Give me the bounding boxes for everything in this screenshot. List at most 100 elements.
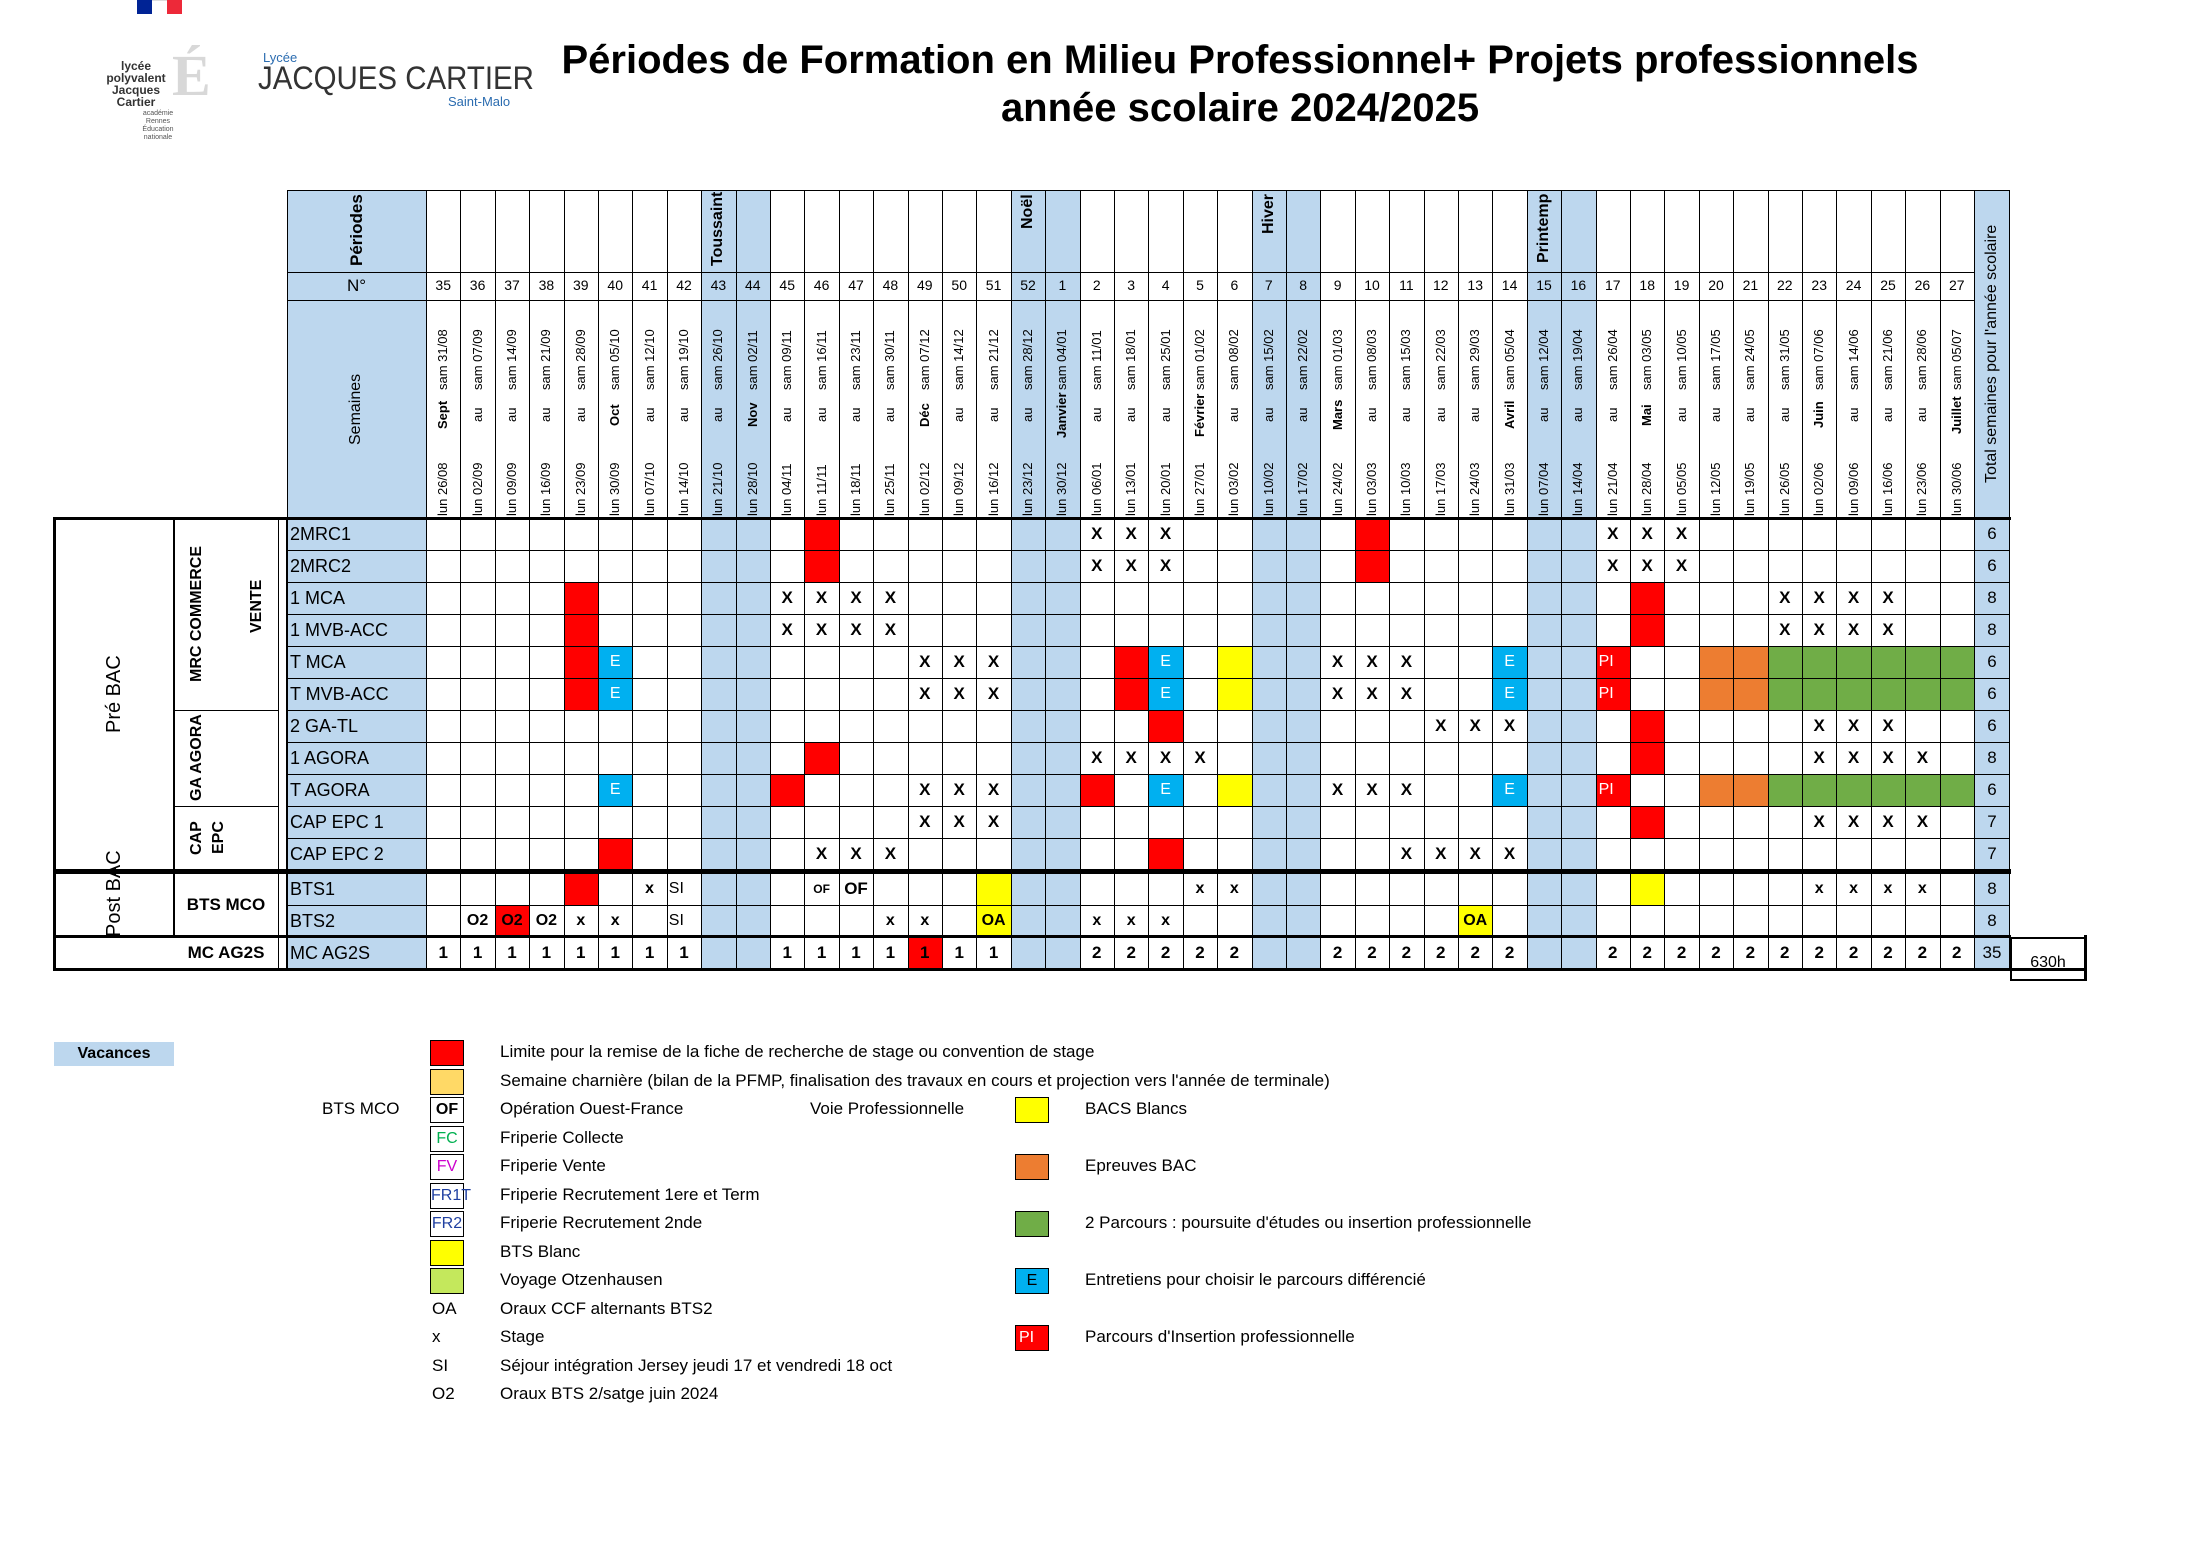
schedule-cell-green <box>1870 774 1907 807</box>
title-line-1: Périodes de Formation en Milieu Professi… <box>561 38 1919 82</box>
week-number: 41 <box>641 277 658 293</box>
legend-code: O2 <box>432 1384 455 1403</box>
legend-swatch-red <box>430 1040 464 1066</box>
schedule-mark: X <box>1813 716 1825 735</box>
schedule-mark: X <box>1813 620 1825 639</box>
legend-swatch-green <box>1015 1211 1049 1237</box>
schedule-mark: X <box>1331 780 1344 799</box>
schedule-mark: X <box>987 684 1000 703</box>
schedule-mark: x <box>1161 912 1171 929</box>
week-number: 15 <box>1536 277 1552 293</box>
schedule-cell-yellow <box>976 905 1012 938</box>
week-number-cell <box>735 272 771 301</box>
week-number: 37 <box>504 277 520 293</box>
schedule-cell <box>1526 582 1563 615</box>
schedule-mark: X <box>1882 620 1894 639</box>
schedule-cell <box>701 774 737 807</box>
schedule-cell <box>1010 838 1047 871</box>
vacances-swatch: Vacances <box>54 1042 174 1066</box>
class-row-label: 2MRC2 <box>290 556 352 576</box>
class-row-label-cell <box>287 678 427 711</box>
schedule-mark: X <box>1435 716 1447 735</box>
week-number-cell <box>1526 272 1563 301</box>
schedule-cell <box>1010 582 1047 615</box>
week-period-cell <box>735 190 771 273</box>
total-cell <box>1974 774 2010 807</box>
schedule-cell <box>1251 646 1287 679</box>
week-number: 46 <box>813 277 830 293</box>
schedule-mark: X <box>919 684 931 703</box>
schedule-mark: X <box>1194 748 1206 767</box>
week-number: 49 <box>917 277 933 293</box>
week-number: 13 <box>1467 277 1483 293</box>
legend-text: Friperie Vente <box>500 1156 606 1175</box>
schedule-mark: X <box>1847 748 1860 767</box>
schedule-mark: X <box>1641 524 1653 543</box>
total-value: 7 <box>1987 812 1997 831</box>
legend-code: x <box>432 1327 441 1346</box>
legend-text: Limite pour la remise de la fiche de rec… <box>500 1042 1095 1061</box>
week-number: 27 <box>1949 277 1965 293</box>
logo-city: Saint-Malo <box>448 94 511 109</box>
schedule-mark: X <box>1469 844 1481 863</box>
class-row-label: T AGORA <box>290 780 370 800</box>
class-row-label: CAP EPC 1 <box>290 812 384 832</box>
class-row-label-cell <box>287 806 427 839</box>
schedule-cell-red <box>1630 710 1666 743</box>
total-value: 6 <box>1987 780 1997 799</box>
legend-text: Epreuves BAC <box>1085 1156 1197 1175</box>
schedule-mark: X <box>815 620 828 639</box>
schedule-cell <box>1561 806 1597 839</box>
schedule-mark: X <box>953 652 965 671</box>
schedule-mark: PI <box>1598 685 1614 702</box>
schedule-mark: OA <box>981 912 1006 929</box>
page-title: Périodes de Formation en Milieu Professi… <box>440 36 2040 132</box>
week-number: 16 <box>1570 277 1587 293</box>
schedule-mark: X <box>1847 812 1860 831</box>
legend-text: Parcours d'Insertion professionnelle <box>1085 1327 1355 1346</box>
week-period-cell <box>1251 190 1287 273</box>
legend-code-box: FR1T <box>430 1182 471 1209</box>
republique-francaise-logo <box>137 0 182 15</box>
total-cell <box>1974 806 2010 839</box>
schedule-mark: X <box>1847 716 1860 735</box>
total-header-cell <box>1974 190 2010 519</box>
schedule-mark: X <box>1091 556 1103 575</box>
schedule-mark: X <box>1882 588 1894 607</box>
schedule-mark: X <box>1125 748 1137 767</box>
schedule-cell <box>735 614 771 647</box>
schedule-cell-cyan <box>1492 774 1528 807</box>
week-number: 50 <box>951 277 967 293</box>
schedule-mark: X <box>1091 524 1103 543</box>
logo-lycee-word: Lycée <box>263 50 298 65</box>
schedule-mark: X <box>1675 524 1688 543</box>
schedule-mark: X <box>1366 652 1378 671</box>
schedule-mark: X <box>953 684 965 703</box>
schedule-mark: X <box>1469 716 1481 735</box>
academie-logo-text: académie Rennes Éducation nationale <box>142 110 174 141</box>
schedule-mark: X <box>1641 556 1653 575</box>
legend-text: Oraux BTS 2/satge juin 2024 <box>500 1384 719 1403</box>
legend-text: Séjour intégration Jersey jeudi 17 et ve… <box>500 1355 893 1375</box>
schedule-mark: PI <box>1598 781 1614 798</box>
schedule-cell-orange <box>1698 678 1735 711</box>
week-number: 23 <box>1811 277 1827 293</box>
week-dates-cell <box>1251 300 1287 519</box>
title-line-2: année scolaire 2024/2025 <box>1000 86 1480 130</box>
schedule-cell-red <box>1114 678 1150 711</box>
schedule-mark: X <box>919 780 931 799</box>
week-number: 42 <box>676 277 692 293</box>
schedule-cell <box>701 742 737 775</box>
schedule-mark: X <box>1331 652 1344 671</box>
legend-swatch-lime <box>430 1268 464 1294</box>
week-number: 19 <box>1673 277 1690 293</box>
total-value: 8 <box>1987 748 1997 767</box>
schedule-mark: X <box>987 780 1000 799</box>
class-row-label-cell <box>287 710 427 743</box>
schedule-cell <box>1526 774 1563 807</box>
schedule-cell <box>1251 614 1287 647</box>
schedule-mark: X <box>1813 812 1825 831</box>
schedule-mark: X <box>884 588 897 607</box>
schedule-mark: X <box>987 812 1000 831</box>
